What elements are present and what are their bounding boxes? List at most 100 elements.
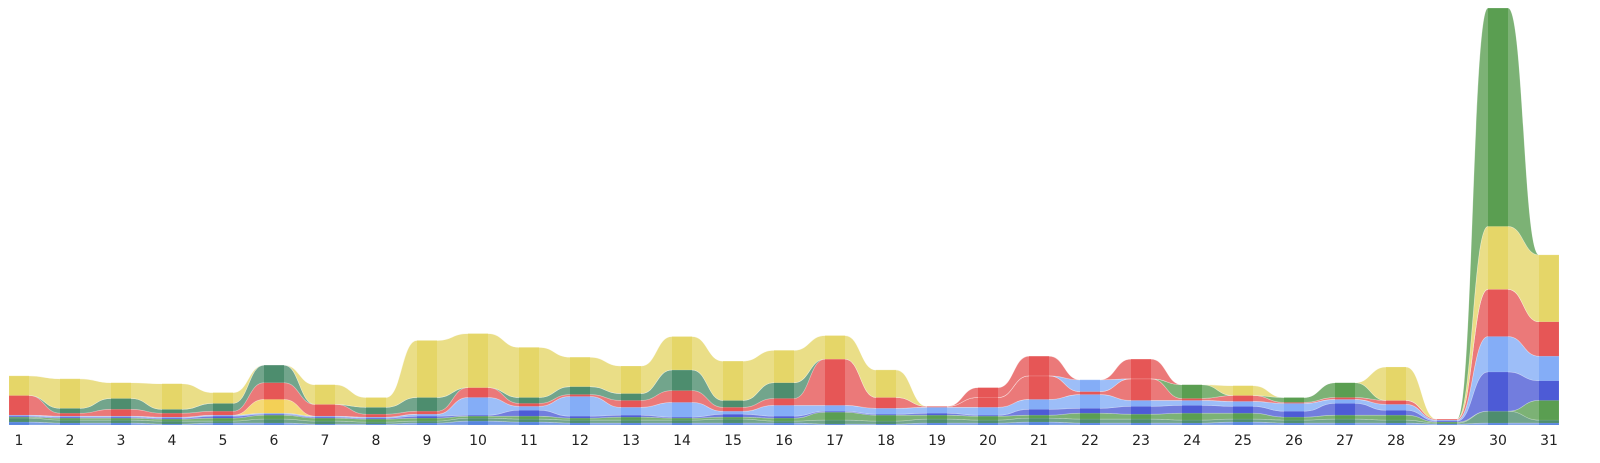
column-band — [621, 417, 641, 421]
column-band — [1233, 413, 1253, 420]
column-band — [1335, 423, 1355, 425]
column-band — [927, 413, 947, 416]
column-band — [1284, 420, 1304, 424]
column-band — [366, 418, 386, 420]
column-band — [621, 420, 641, 424]
column-highlight-bands — [9, 8, 1559, 425]
column-band — [162, 417, 182, 419]
column-band — [1539, 254, 1559, 322]
column-band — [1386, 420, 1406, 424]
column-band — [1335, 399, 1355, 404]
column-band — [672, 420, 692, 424]
column-band — [468, 387, 488, 398]
column-band — [825, 412, 845, 421]
column-band — [1080, 379, 1100, 392]
column-band — [1386, 423, 1406, 425]
column-band — [774, 416, 794, 419]
column-band — [264, 415, 284, 420]
column-band — [162, 421, 182, 425]
column-band — [213, 411, 233, 416]
x-tick-label: 18 — [877, 433, 895, 449]
column-band — [9, 395, 29, 416]
column-band — [1539, 400, 1559, 421]
column-band — [1335, 397, 1355, 400]
column-band — [1335, 419, 1355, 424]
column-band — [264, 413, 284, 415]
column-band — [213, 423, 233, 425]
column-band — [315, 418, 335, 422]
column-band — [468, 418, 488, 422]
column-band — [162, 413, 182, 418]
column-band — [111, 398, 131, 410]
column-band — [60, 420, 80, 424]
column-band — [1131, 400, 1151, 407]
column-band — [825, 359, 845, 406]
column-band — [468, 333, 488, 388]
column-band — [315, 424, 335, 425]
x-tick-label: 30 — [1489, 433, 1507, 449]
x-tick-label: 2 — [66, 433, 75, 449]
column-band — [570, 357, 590, 387]
column-band — [1080, 408, 1100, 414]
column-band — [213, 421, 233, 424]
column-band — [60, 416, 80, 418]
column-band — [1437, 420, 1457, 422]
column-band — [621, 407, 641, 416]
column-band — [162, 409, 182, 414]
column-band — [264, 423, 284, 425]
x-tick-label: 1 — [15, 433, 24, 449]
column-band — [1437, 419, 1457, 421]
column-band — [1182, 400, 1202, 406]
column-band — [162, 383, 182, 410]
column-band — [417, 421, 437, 424]
column-band — [1437, 422, 1457, 424]
column-band — [417, 416, 437, 419]
x-axis: 1 2 3 4 5 6 7 8 9 10 11 12 13 14 15 16 17 18 19 20 21 22 23 24 2… — [15, 433, 1558, 449]
column-band — [876, 424, 896, 425]
column-band — [1284, 417, 1304, 421]
column-band — [9, 422, 29, 425]
column-band — [366, 422, 386, 425]
column-band — [1539, 321, 1559, 357]
column-band — [366, 414, 386, 418]
column-band — [9, 417, 29, 419]
column-band — [1539, 423, 1559, 425]
column-band — [213, 416, 233, 419]
column-band — [60, 413, 80, 417]
x-tick-label: 22 — [1081, 433, 1099, 449]
x-tick-label: 11 — [520, 433, 538, 449]
x-tick-label: 31 — [1540, 433, 1558, 449]
column-band — [570, 396, 590, 417]
column-band — [570, 386, 590, 395]
column-band — [1335, 415, 1355, 420]
column-band — [672, 417, 692, 419]
column-band — [1488, 289, 1508, 337]
column-band — [366, 424, 386, 425]
column-band — [162, 418, 182, 420]
column-band — [9, 415, 29, 417]
column-band — [468, 416, 488, 419]
column-band — [621, 366, 641, 394]
column-band — [876, 414, 896, 416]
x-tick-label: 10 — [469, 433, 487, 449]
column-band — [111, 420, 131, 424]
column-band — [927, 415, 947, 420]
column-band — [621, 415, 641, 418]
column-band — [978, 407, 998, 416]
column-band — [468, 415, 488, 417]
column-band — [1182, 413, 1202, 421]
column-band — [1182, 420, 1202, 424]
column-band — [1029, 422, 1049, 425]
column-band — [468, 421, 488, 425]
x-tick-label: 29 — [1438, 433, 1456, 449]
column-band — [1335, 403, 1355, 416]
x-tick-label: 23 — [1132, 433, 1150, 449]
column-band — [60, 423, 80, 425]
column-band — [876, 421, 896, 425]
column-band — [264, 399, 284, 414]
column-band — [1080, 419, 1100, 424]
column-band — [672, 418, 692, 421]
column-band — [519, 416, 539, 420]
x-tick-label: 16 — [775, 433, 793, 449]
